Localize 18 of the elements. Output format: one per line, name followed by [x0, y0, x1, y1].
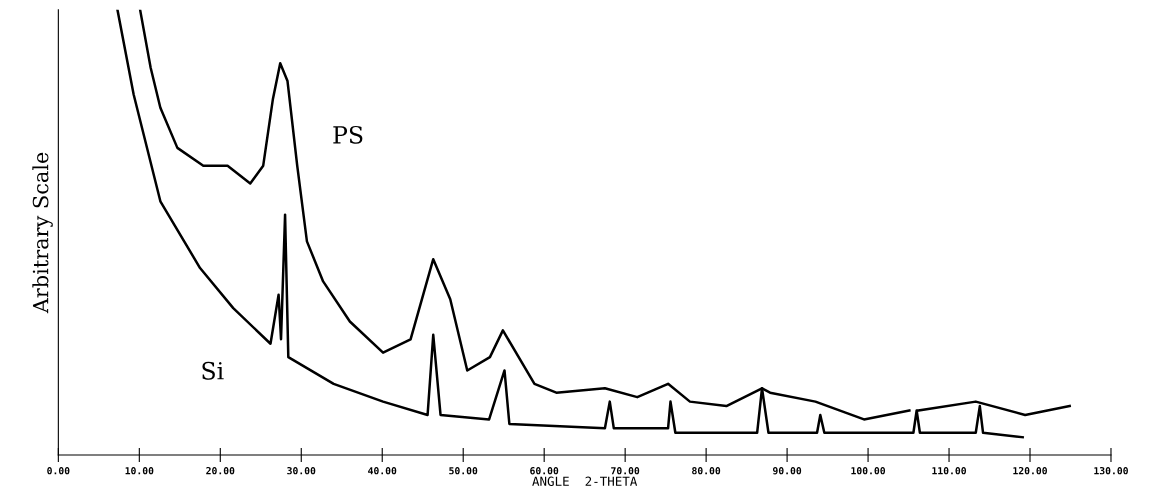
x-tick-label: 0.00 — [47, 467, 70, 475]
x-tick-label: 60.00 — [530, 467, 559, 475]
x-tick-label: 40.00 — [368, 467, 397, 475]
x-tick-label: 90.00 — [772, 467, 802, 475]
x-tick-label: 50.00 — [449, 467, 478, 475]
x-axis-title: ANGLE 2-THETA — [532, 476, 638, 486]
x-tick-label: 100.00 — [851, 467, 886, 475]
x-tick-label: 20.00 — [206, 467, 235, 475]
x-tick-label: 120.00 — [1013, 467, 1047, 475]
x-tick-label: 30.00 — [287, 467, 316, 475]
x-tick-label: 70.00 — [611, 467, 640, 475]
x-tick-label: 10.00 — [125, 467, 154, 475]
x-tick-label: 80.00 — [692, 467, 721, 475]
series-label: Si — [202, 361, 224, 380]
y-axis-title: Arbitrary Scale — [32, 152, 53, 314]
x-tick-label: 130.00 — [1094, 467, 1128, 475]
x-tick-label: 110.00 — [932, 467, 967, 475]
series-label: PS — [333, 125, 363, 144]
